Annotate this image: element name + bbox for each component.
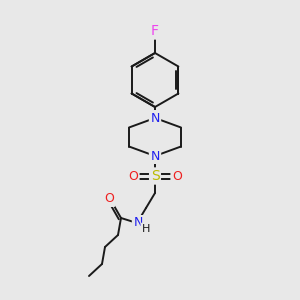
- Text: S: S: [151, 169, 159, 183]
- Text: N: N: [150, 149, 160, 163]
- Text: O: O: [172, 169, 182, 182]
- Text: N: N: [133, 217, 143, 230]
- Text: O: O: [128, 169, 138, 182]
- Text: F: F: [151, 24, 159, 38]
- Text: H: H: [142, 224, 150, 234]
- Text: O: O: [104, 193, 114, 206]
- Text: N: N: [150, 112, 160, 124]
